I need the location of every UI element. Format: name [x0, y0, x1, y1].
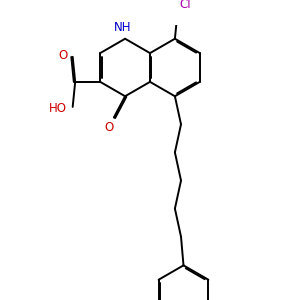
Text: O: O	[105, 121, 114, 134]
Text: Cl: Cl	[179, 0, 191, 11]
Text: O: O	[58, 49, 67, 62]
Text: NH: NH	[114, 21, 132, 34]
Text: HO: HO	[49, 102, 67, 115]
